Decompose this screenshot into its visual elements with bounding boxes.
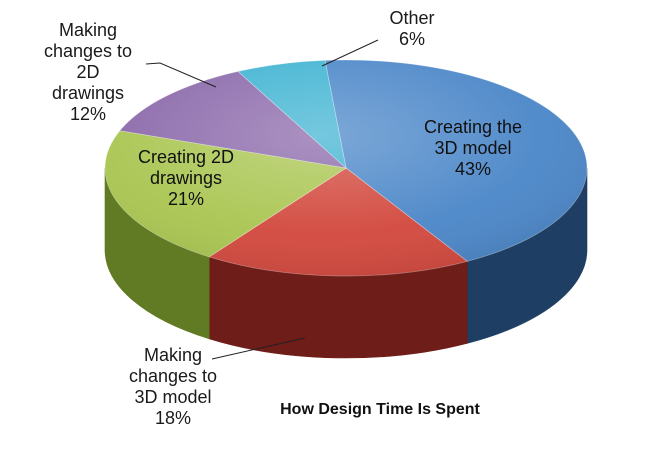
slice-value-label: 18% [155, 408, 191, 428]
pie-sides [104, 167, 588, 359]
pie-gloss [105, 60, 587, 276]
slice-value-label: 6% [399, 29, 425, 49]
slice-name-line: drawings [52, 83, 124, 103]
leader-line-other [321, 39, 379, 67]
chart-title: How Design Time Is Spent [280, 401, 480, 418]
slice-value-label: 12% [70, 104, 106, 124]
slice-label-making-changes-to-2d-drawings: Making changes to 2D drawings 12% [44, 20, 132, 124]
slice-name-line: changes to [44, 41, 132, 61]
slice-label-making-changes-to-3d-model: Making changes to 3D model 18% [129, 345, 217, 428]
slice-name-line: Making [59, 20, 117, 40]
slice-value-label: 43% [455, 159, 491, 179]
slice-name-line: drawings [150, 168, 222, 188]
slice-name-line: Creating 2D [138, 147, 234, 167]
slice-labels: Creating the 3D model 43%Making changes to 3… [44, 8, 522, 428]
slice-name-line: Creating the [424, 117, 522, 137]
slice-label-creating-2d-drawings: Creating 2D drawings 21% [138, 147, 234, 209]
slice-name-line: changes to [129, 366, 217, 386]
slice-name-line: 3D model [134, 387, 211, 407]
slice-value-label: 21% [168, 189, 204, 209]
slice-name-line: Making [144, 345, 202, 365]
slice-label-other: Other 6% [389, 8, 434, 49]
slice-name-line: Other [389, 8, 434, 28]
slice-label-creating-the-3d-model: Creating the 3D model 43% [424, 117, 522, 179]
slice-name-line: 2D [76, 62, 99, 82]
pie-gloss-overlay [105, 60, 587, 276]
leader-line-making-changes-to-3d-model [211, 337, 306, 360]
leader-lines [145, 39, 379, 360]
leader-line-making-changes-to-2d-drawings [145, 62, 217, 88]
slice-name-line: 3D model [434, 138, 511, 158]
